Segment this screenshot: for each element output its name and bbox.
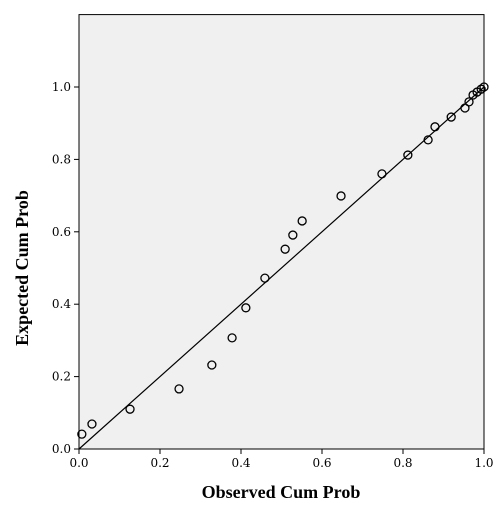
x-tick-label: 0.6 xyxy=(312,456,331,470)
y-tick-label: 0.0 xyxy=(52,442,71,456)
x-tick-label: 1.0 xyxy=(474,456,493,470)
y-axis-label: Expected Cum Prob xyxy=(12,190,32,346)
point xyxy=(423,135,433,145)
point xyxy=(207,360,217,370)
point xyxy=(288,230,298,240)
reference-line xyxy=(78,86,485,450)
point xyxy=(336,191,346,201)
x-tick-label: 0.0 xyxy=(69,456,88,470)
y-tick-label: 0.6 xyxy=(52,225,71,239)
point xyxy=(479,82,489,92)
point xyxy=(77,429,87,439)
point xyxy=(260,273,270,283)
point xyxy=(241,303,251,313)
point xyxy=(403,150,413,160)
point xyxy=(227,333,237,343)
point xyxy=(464,97,474,107)
point xyxy=(476,84,486,94)
point xyxy=(87,419,97,429)
x-axis-label: Observed Cum Prob xyxy=(202,482,361,502)
point xyxy=(174,384,184,394)
point xyxy=(430,122,440,132)
y-tick-label: 0.4 xyxy=(52,297,71,311)
point xyxy=(125,404,135,414)
point xyxy=(297,216,307,226)
y-tick-label: 1.0 xyxy=(52,80,71,94)
point xyxy=(377,169,387,179)
x-tick-label: 0.2 xyxy=(150,456,169,470)
x-tick-label: 0.4 xyxy=(231,456,250,470)
y-tick-label: 0.8 xyxy=(52,152,71,166)
point xyxy=(280,244,290,254)
y-tick-label: 0.2 xyxy=(52,370,71,384)
plot-area xyxy=(78,14,485,450)
x-tick-label: 0.8 xyxy=(393,456,412,470)
point xyxy=(446,112,456,122)
